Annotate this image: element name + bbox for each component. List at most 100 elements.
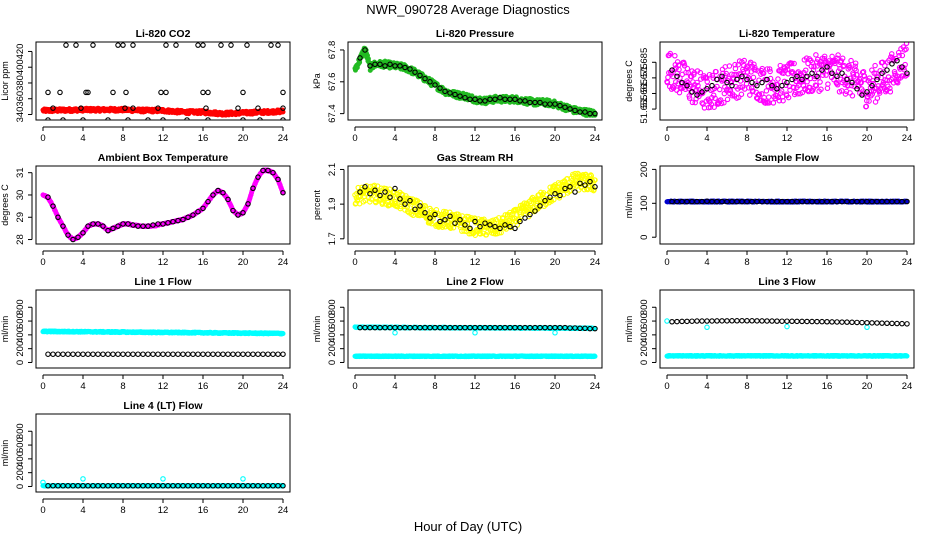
- data-point: [201, 352, 205, 356]
- y-tick-label: 28: [15, 234, 26, 245]
- x-tick-label: 0: [664, 133, 669, 144]
- y-axis-label-rh: percent: [312, 189, 322, 220]
- dense-point: [751, 75, 755, 79]
- data-point: [136, 352, 140, 356]
- data-point: [131, 43, 135, 47]
- x-tick-label: 8: [120, 257, 125, 268]
- data-point: [56, 352, 60, 356]
- x-tick-label: 0: [664, 257, 669, 268]
- data-point: [229, 43, 233, 47]
- plot-area-line1: [41, 329, 285, 357]
- plot-frame-boxtemp: [36, 166, 290, 244]
- series-line1-0: [41, 329, 285, 336]
- data-point: [131, 352, 135, 356]
- data-point: [835, 74, 839, 78]
- data-point: [271, 352, 275, 356]
- y-tick-label: 30: [15, 190, 26, 201]
- data-point: [51, 352, 55, 356]
- data-point: [164, 90, 168, 94]
- data-point: [121, 352, 125, 356]
- data-point: [219, 43, 223, 47]
- data-point: [166, 352, 170, 356]
- data-point: [46, 352, 50, 356]
- y-tick-label: 800: [15, 299, 26, 315]
- x-tick-label: 8: [432, 133, 437, 144]
- x-tick-label: 12: [470, 257, 481, 268]
- x-tick-label: 4: [704, 133, 709, 144]
- panel-title-line1: Line 1 Flow: [134, 276, 192, 288]
- data-point: [261, 352, 265, 356]
- x-tick-label: 12: [158, 381, 169, 392]
- y-axis-label-sampleflow: ml/min: [624, 192, 634, 219]
- x-tick-label: 8: [744, 133, 749, 144]
- data-point: [276, 352, 280, 356]
- y-tick-label: 200: [639, 161, 650, 177]
- data-point: [96, 352, 100, 356]
- data-point: [64, 43, 68, 47]
- data-point: [840, 71, 844, 75]
- y-tick-label: 400: [15, 59, 26, 75]
- dense-point: [725, 97, 729, 101]
- x-tick-label: 20: [238, 257, 249, 268]
- y-tick-label: 67.8: [327, 41, 338, 60]
- x-tick-label: 12: [782, 257, 793, 268]
- data-point: [201, 43, 205, 47]
- plot-area-sampleflow: [665, 199, 909, 204]
- data-point: [206, 352, 210, 356]
- panel-title-pressure: Li-820 Pressure: [436, 28, 514, 40]
- data-point: [126, 352, 130, 356]
- y-tick-label: 340: [15, 107, 26, 123]
- y-axis-rh: 1.71.92.1: [327, 163, 344, 246]
- dense-point: [593, 354, 597, 358]
- panel-title-boxtemp: Ambient Box Temperature: [98, 152, 229, 164]
- x-tick-label: 16: [822, 133, 833, 144]
- data-point: [121, 43, 125, 47]
- data-point: [231, 352, 235, 356]
- x-tick-label: 12: [158, 257, 169, 268]
- x-tick-label: 8: [744, 257, 749, 268]
- data-point: [191, 352, 195, 356]
- data-point: [186, 352, 190, 356]
- plot-area-boxtemp: [41, 168, 285, 242]
- y-axis-label-co2: Licor ppm: [0, 61, 10, 101]
- data-point: [171, 352, 175, 356]
- series-boxtemp-1: [46, 168, 285, 241]
- data-point: [124, 90, 128, 94]
- dense-point: [830, 54, 834, 58]
- x-tick-label: 24: [278, 381, 289, 392]
- y-tick-label: 1.7: [327, 232, 338, 245]
- plot-frame-sampleflow: [660, 166, 914, 244]
- y-axis-label-line1: ml/min: [0, 316, 10, 343]
- data-point: [196, 352, 200, 356]
- data-point: [76, 352, 80, 356]
- x-tick-label: 4: [704, 257, 709, 268]
- x-tick-label: 24: [278, 257, 289, 268]
- data-point: [281, 90, 285, 94]
- data-point: [236, 352, 240, 356]
- x-tick-label: 4: [392, 133, 397, 144]
- x-tick-label: 24: [902, 257, 913, 268]
- dense-point: [814, 53, 818, 57]
- x-tick-label: 16: [822, 257, 833, 268]
- y-tick-label: 1.9: [327, 198, 338, 211]
- series-licortemp-0: [665, 41, 909, 110]
- dense-point: [818, 80, 822, 84]
- y-tick-label: 67.4: [327, 104, 338, 123]
- data-point: [141, 352, 145, 356]
- x-tick-label: 24: [902, 133, 913, 144]
- x-tick-label: 20: [862, 257, 873, 268]
- dense-point: [776, 77, 780, 81]
- data-point: [245, 43, 249, 47]
- x-tick-label: 0: [352, 257, 357, 268]
- x-tick-label: 16: [510, 133, 521, 144]
- y-tick-label: 51.685: [639, 48, 650, 77]
- panel-title-sampleflow: Sample Flow: [755, 152, 820, 164]
- dense-point: [764, 89, 768, 93]
- x-tick-label: 24: [590, 133, 601, 144]
